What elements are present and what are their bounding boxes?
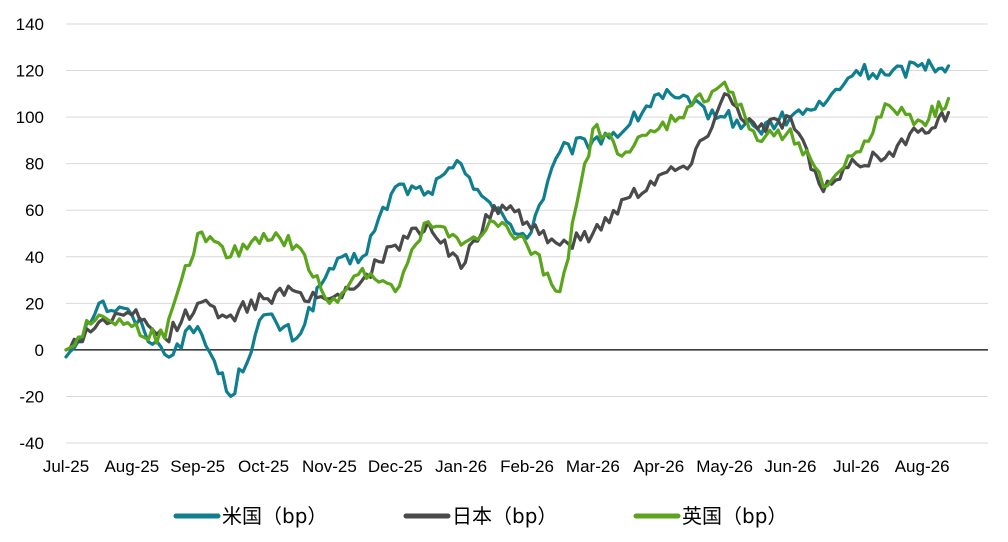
x-tick-label: Aug-26: [895, 457, 950, 476]
gridlines: [66, 23, 988, 444]
y-axis: -40 -20 0 20 40 60 80 100 120 140: [16, 15, 44, 453]
x-axis: Jul-25 Aug-25 Sep-25 Oct-25 Nov-25 Dec-25 Jan-…: [43, 457, 950, 476]
y-tick-label: -20: [19, 387, 44, 406]
y-tick-label: 60: [25, 201, 44, 220]
legend-item: 米国（bp）: [173, 504, 327, 528]
y-tick-label: 100: [16, 108, 44, 127]
legend-item: 日本（bp）: [403, 504, 557, 528]
x-tick-label: Aug-25: [104, 457, 159, 476]
legend-label: 米国（bp）: [222, 504, 327, 528]
x-tick-label: May-26: [696, 457, 753, 476]
y-tick-label: 40: [25, 248, 44, 267]
legend-item: 英国（bp）: [633, 504, 787, 528]
series-line-2: [64, 80, 951, 352]
x-tick-label: Dec-25: [368, 457, 423, 476]
x-tick-label: Feb-26: [500, 457, 554, 476]
y-tick-label: -40: [19, 434, 44, 453]
x-tick-label: Oct-25: [238, 457, 289, 476]
series-line-0: [64, 58, 951, 398]
x-tick-label: Sep-25: [170, 457, 225, 476]
x-tick-label: Jul-26: [833, 457, 879, 476]
x-tick-label: Jan-26: [435, 457, 487, 476]
y-tick-label: 80: [25, 155, 44, 174]
x-tick-label: Mar-26: [566, 457, 620, 476]
legend: 米国（bp） 日本（bp） 英国（bp）: [173, 504, 787, 528]
x-tick-label: Jul-25: [43, 457, 89, 476]
y-tick-label: 140: [16, 15, 44, 34]
y-tick-label: 20: [25, 294, 44, 313]
y-tick-label: 120: [16, 62, 44, 81]
y-tick-label: 0: [35, 341, 44, 360]
series-lines: [64, 58, 951, 398]
legend-label: 日本（bp）: [452, 504, 557, 528]
x-tick-label: Apr-26: [633, 457, 684, 476]
x-tick-label: Nov-25: [302, 457, 357, 476]
legend-label: 英国（bp）: [682, 504, 787, 528]
x-tick-label: Jun-26: [764, 457, 816, 476]
